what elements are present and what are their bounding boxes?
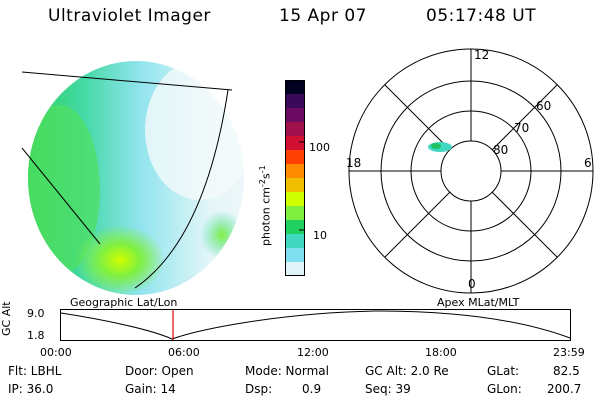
uv-image-panel xyxy=(21,61,244,295)
orbit-xtick-3: 18:00 xyxy=(425,346,457,359)
status-mode: Mode: Normal xyxy=(245,364,329,378)
status-glat-value: 82.5 xyxy=(553,364,580,378)
status-dsp-label: Dsp: xyxy=(245,382,273,396)
colorbar-band xyxy=(285,192,305,207)
polar-label-0: 0 xyxy=(468,277,476,291)
colorbar-band xyxy=(285,164,305,179)
status-dsp-value: 0.9 xyxy=(302,382,322,396)
orbit-plot xyxy=(60,309,571,341)
status-seq: Seq: 39 xyxy=(365,382,411,396)
polar-diag-ne xyxy=(491,84,558,151)
terminator-curve xyxy=(134,89,229,289)
status-glon-label: GLon: xyxy=(487,382,522,396)
colorbar-gradient xyxy=(285,80,305,277)
polar-label-12: 12 xyxy=(474,48,489,62)
polar-aurora-core xyxy=(431,143,441,149)
polar-label-lat-70: 70 xyxy=(514,121,529,135)
time-label: 05:17:48 UT xyxy=(426,6,537,26)
polar-plot: 12 18 6 0 60 70 80 xyxy=(346,48,594,294)
colorbar-band xyxy=(285,80,305,95)
colorbar-band xyxy=(285,94,305,109)
orbit-ylabel: GC Alt xyxy=(0,301,13,336)
orbit-xtick-2: 12:00 xyxy=(297,346,329,359)
polar-label-6: 6 xyxy=(584,156,592,170)
polar-label-18: 18 xyxy=(346,156,361,170)
orbit-ytick-bottom: 1.8 xyxy=(27,329,45,342)
lat-line xyxy=(21,71,233,91)
colorbar-frame xyxy=(285,80,305,276)
status-door: Door: Open xyxy=(125,364,194,378)
colorbar-band xyxy=(285,220,305,235)
colorbar-band xyxy=(285,150,305,165)
colorbar-tick-10: 10 xyxy=(313,229,327,242)
status-ip: IP: 36.0 xyxy=(8,382,54,396)
polar-label-lat-60: 60 xyxy=(536,99,551,113)
orbit-altitude-curve xyxy=(60,310,571,340)
polar-label-lat-80: 80 xyxy=(493,143,508,157)
colorbar-band xyxy=(285,122,305,137)
colorbar-band xyxy=(285,234,305,249)
geographic-label: Geographic Lat/Lon xyxy=(70,296,178,309)
colorbar-band xyxy=(285,136,305,151)
colorbar xyxy=(285,80,305,277)
polar-diag-se xyxy=(491,191,558,258)
instrument-title: Ultraviolet Imager xyxy=(48,6,211,26)
status-glat-label: GLat: xyxy=(487,364,520,378)
colorbar-tick-100: 100 xyxy=(309,141,330,154)
status-glon-value: 200.7 xyxy=(547,382,582,396)
status-filter: Flt: LBHL xyxy=(8,364,62,378)
aurora-blob-right xyxy=(200,210,244,260)
status-gain: Gain: 14 xyxy=(125,382,176,396)
apex-label: Apex MLat/MLT xyxy=(437,296,520,309)
orbit-ytick-top: 9.0 xyxy=(27,307,45,320)
orbit-xtick-1: 06:00 xyxy=(168,346,200,359)
polar-diag-nw xyxy=(384,84,451,151)
colorbar-band xyxy=(285,108,305,123)
orbit-plot-frame xyxy=(60,309,571,341)
lon-line xyxy=(21,147,101,245)
colorbar-unit-label: photon cm-2s-1 xyxy=(258,165,273,246)
date-label: 15 Apr 07 xyxy=(279,6,367,26)
colorbar-band xyxy=(285,248,305,263)
colorbar-band xyxy=(285,178,305,193)
aurora-blob-bottom xyxy=(75,225,165,295)
polar-diag-sw xyxy=(384,191,451,258)
colorbar-band xyxy=(285,206,305,221)
orbit-xtick-4: 23:59 xyxy=(553,346,585,359)
colorbar-band xyxy=(285,262,305,277)
orbit-xtick-0: 00:00 xyxy=(40,346,72,359)
status-gc-alt: GC Alt: 2.0 Re xyxy=(365,364,449,378)
